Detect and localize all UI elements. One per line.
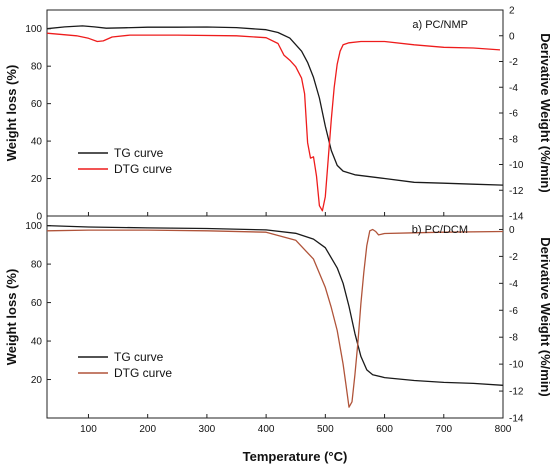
y2-tick-label: -8 — [509, 134, 518, 145]
y2-tick-label: 0 — [509, 225, 515, 236]
x-tick-label: 100 — [80, 424, 97, 435]
y-tick-label: 40 — [31, 337, 43, 348]
x-tick-label: 600 — [376, 424, 393, 435]
x-tick-label: 400 — [258, 424, 275, 435]
ticks-layer: 100 200 300 400 500 600 700 800 20 40 60 80 100 0 -2 -4… — [25, 221, 524, 435]
series-layer — [46, 25, 504, 212]
y-tick-label: 20 — [31, 174, 43, 185]
legend-label-tg: TG curve — [114, 350, 164, 364]
y-tick-label: 100 — [25, 24, 42, 35]
x-tick-label: 200 — [139, 424, 156, 435]
legend: TG curve DTG curve — [78, 146, 172, 176]
y-tick-label: 80 — [31, 62, 43, 73]
x-tick-label: 800 — [495, 424, 512, 435]
series-line-dtg — [46, 228, 504, 408]
y2-tick-label: -14 — [509, 212, 524, 223]
y-tick-label: 20 — [31, 375, 43, 386]
y-tick-label: 60 — [31, 298, 43, 309]
y2-tick-label: -14 — [509, 414, 524, 425]
y2-tick-label: -10 — [509, 160, 524, 171]
y2-axis-label: Derivative Weight (%/min) — [538, 33, 550, 192]
x-tick-label: 700 — [435, 424, 452, 435]
plot-area-frame — [46, 9, 504, 217]
plot-area-frame — [46, 215, 504, 419]
y-tick-label: 0 — [36, 212, 42, 223]
panel-title: a) PC/NMP — [412, 19, 468, 31]
legend-label-dtg: DTG curve — [114, 162, 172, 176]
y-tick-label: 60 — [31, 99, 43, 110]
series-line-dtg — [46, 32, 501, 212]
legend: TG curve DTG curve — [78, 350, 172, 380]
x-axis-label: Temperature (°C) — [243, 449, 348, 464]
series-line-tg — [46, 25, 504, 186]
y2-tick-label: -4 — [509, 83, 518, 94]
series-layer — [46, 224, 504, 408]
series-line-tg — [46, 224, 504, 386]
panel-title: b) PC/DCM — [412, 224, 468, 236]
y2-tick-label: -6 — [509, 109, 518, 120]
y-tick-label: 80 — [31, 260, 43, 271]
y2-tick-label: -4 — [509, 279, 518, 290]
y2-tick-label: 2 — [509, 6, 515, 17]
legend-label-tg: TG curve — [114, 146, 164, 160]
legend-label-dtg: DTG curve — [114, 366, 172, 380]
y2-tick-label: -2 — [509, 57, 518, 68]
y2-tick-label: -10 — [509, 360, 524, 371]
y-axis-label: Weight loss (%) — [4, 65, 19, 162]
y2-tick-label: -6 — [509, 306, 518, 317]
y-tick-label: 40 — [31, 137, 43, 148]
y2-axis-label: Derivative Weight (%/min) — [538, 237, 550, 396]
y2-tick-label: -8 — [509, 333, 518, 344]
y-axis-label: Weight loss (%) — [4, 269, 19, 366]
y-tick-label: 100 — [25, 221, 42, 232]
y2-tick-label: 0 — [509, 31, 515, 42]
y2-tick-label: -12 — [509, 186, 524, 197]
x-tick-label: 500 — [317, 424, 334, 435]
x-tick-label: 300 — [199, 424, 216, 435]
y2-tick-label: -12 — [509, 387, 524, 398]
y2-tick-label: -2 — [509, 252, 518, 263]
